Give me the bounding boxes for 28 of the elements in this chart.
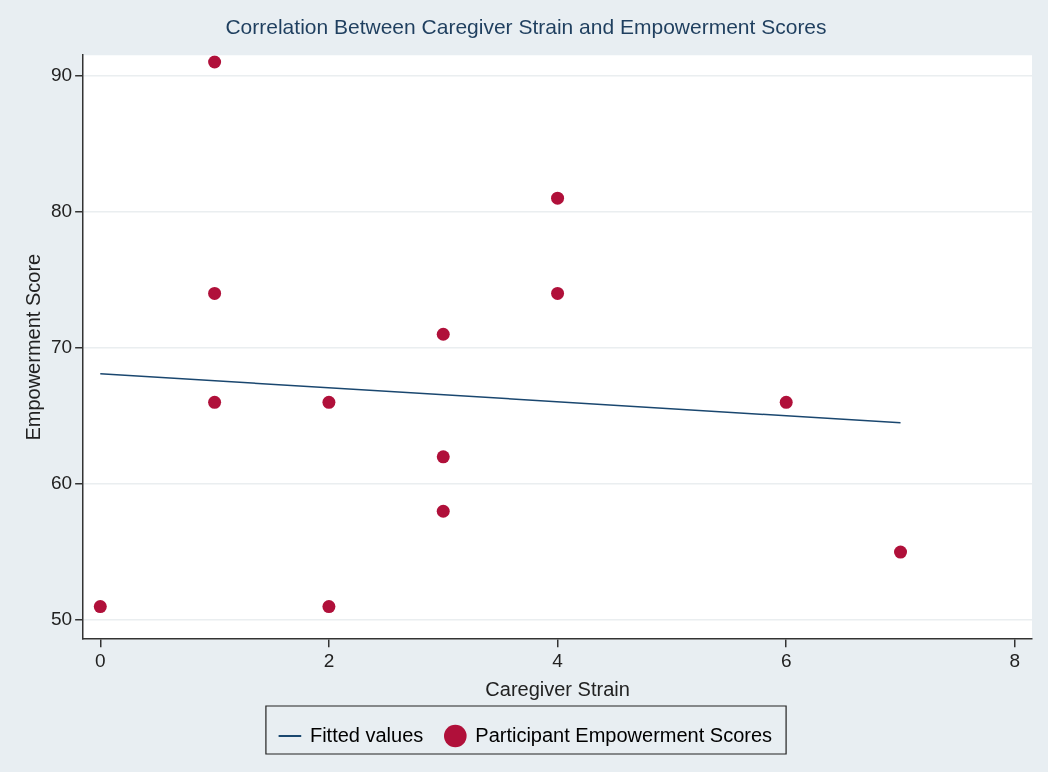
point — [551, 286, 565, 300]
point — [436, 327, 450, 341]
y-tick-label: 50 — [50, 608, 73, 630]
point — [208, 55, 222, 69]
y-tick-label: 80 — [50, 199, 73, 221]
x-tick-label: 6 — [780, 649, 792, 671]
point — [779, 395, 793, 409]
point — [322, 600, 336, 614]
point — [894, 545, 908, 559]
y-tick-label: 60 — [50, 472, 73, 494]
x-tick-label: 8 — [1009, 649, 1021, 671]
x-axis-title: Caregiver Strain — [485, 677, 630, 700]
point — [208, 286, 222, 300]
y-axis-title: Empowerment Score — [21, 253, 44, 441]
chart-title: Correlation Between Caregiver Strain and Empowerment Scores — [225, 15, 827, 39]
point — [93, 600, 107, 614]
x-tick-label: 4 — [552, 649, 564, 671]
y-tick-label: 90 — [50, 63, 73, 85]
point — [551, 191, 565, 205]
legend-label: Participant Empowerment Scores — [475, 723, 773, 746]
point — [322, 395, 336, 409]
legend-label: Fitted values — [309, 723, 424, 746]
point — [208, 395, 222, 409]
x-tick-label: 0 — [94, 649, 106, 671]
point — [436, 450, 450, 464]
y-tick-label: 70 — [50, 336, 73, 358]
x-tick-label: 2 — [323, 649, 335, 671]
point — [436, 504, 450, 518]
